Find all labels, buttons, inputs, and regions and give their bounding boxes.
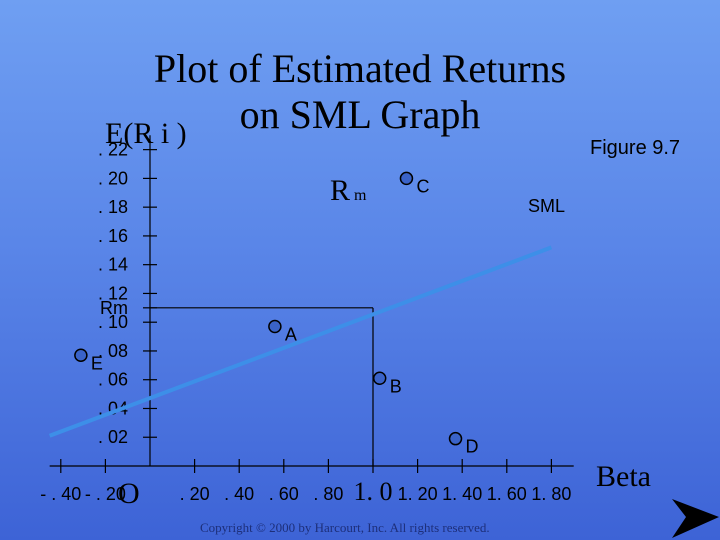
chart-lines: [48, 245, 553, 466]
x-tick-label: 1. 0: [354, 477, 393, 506]
y-tick-label: . 12: [98, 283, 128, 303]
x-tick-label: - . 20: [85, 484, 126, 504]
y-tick-label: . 06: [98, 370, 128, 390]
y-axis-label: E(R i ): [105, 117, 187, 150]
y-tick-label: . 22: [98, 140, 128, 160]
origin-label: O: [118, 477, 140, 510]
title-line-2: on SML Graph: [239, 92, 481, 137]
x-axis-label: Beta: [596, 460, 651, 493]
sml-line: [48, 245, 553, 438]
point-label-a: A: [285, 325, 297, 345]
y-tick-label: . 16: [98, 226, 128, 246]
data-points: A B C D E: [74, 171, 479, 457]
point-label-b: B: [390, 376, 402, 396]
sml-label: SML: [528, 196, 565, 216]
axes: [49, 135, 574, 467]
x-tick-label: . 40: [224, 484, 254, 504]
point-e: [74, 348, 88, 363]
figure-label: Figure 9.7: [590, 137, 681, 159]
y-tick-label: . 14: [98, 255, 128, 275]
x-tick-labels: - . 40- . 20. 20. 40. 60. 80 1. 0 1. 20 1. …: [40, 477, 571, 506]
next-slide-arrow-icon[interactable]: [672, 499, 719, 538]
point-d: [448, 431, 463, 446]
x-tick-label: - . 40: [40, 484, 81, 504]
x-tick-label: . 80: [313, 484, 343, 504]
rm-label: R m: [330, 174, 367, 207]
title-line-1: Plot of Estimated Returns: [153, 46, 567, 91]
x-tick-label: 1. 60: [487, 484, 527, 504]
x-tick-label: . 60: [269, 484, 299, 504]
y-tick-label: Rm: [100, 298, 128, 318]
point-label-d: D: [466, 437, 479, 457]
y-tick-label: . 18: [98, 197, 128, 217]
x-tick-label: . 20: [180, 484, 210, 504]
point-a: [268, 319, 282, 334]
y-tick-label: . 10: [98, 312, 128, 332]
tick-marks: [60, 149, 553, 473]
chart-title: Plot of Estimated Returns on SML Graph: [90, 46, 630, 138]
copyright: Copyright © 2000 by Harcourt, Inc. All r…: [200, 520, 490, 535]
x-tick-label: 1. 20: [398, 484, 438, 504]
y-tick-label: . 08: [98, 341, 128, 361]
y-tick-label: . 02: [98, 427, 128, 447]
point-b: [372, 371, 387, 386]
x-tick-label: 1. 80: [531, 484, 571, 504]
point-label-c: C: [416, 176, 429, 196]
point-label-e: E: [91, 353, 103, 373]
x-tick-label: 1. 40: [442, 484, 482, 504]
point-c: [399, 171, 414, 186]
y-tick-label: . 20: [98, 168, 128, 188]
